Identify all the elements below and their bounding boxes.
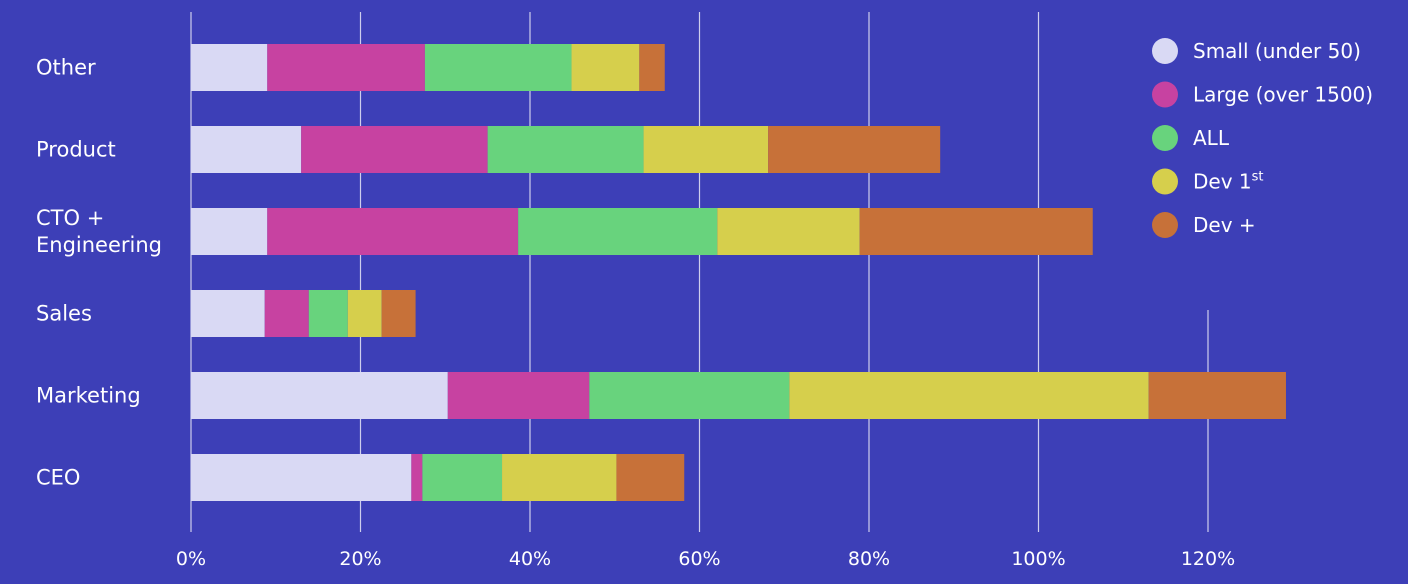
bar-marketing-series-2 [589, 372, 790, 419]
bar-product-series-4 [768, 126, 941, 173]
legend-entry: Dev + [1193, 213, 1256, 237]
bar-product-series-3 [643, 126, 769, 173]
bar-other-series-3 [571, 44, 640, 91]
bar-cto-engineering-series-3 [717, 208, 860, 255]
legend-swatch [1152, 168, 1178, 195]
bar-marketing-series-1 [447, 372, 590, 419]
bars [191, 44, 1286, 501]
bar-cto-engineering-series-0 [191, 208, 268, 255]
bar-cto-engineering-series-1 [267, 208, 519, 255]
bar-product-series-1 [301, 126, 488, 173]
bar-other-series-2 [424, 44, 572, 91]
bar-ceo-series-3 [502, 454, 617, 501]
x-tick-label: 120% [1181, 548, 1235, 570]
legend-entry: ALL [1193, 126, 1230, 150]
legend-entry: Small (under 50) [1193, 39, 1361, 63]
bar-marketing-series-0 [191, 372, 448, 419]
legend-swatch [1152, 212, 1178, 238]
bar-sales-series-0 [191, 290, 265, 337]
bar-ceo-series-0 [191, 454, 412, 501]
bar-sales-series-3 [347, 290, 382, 337]
legend-entry: Dev 1st [1193, 170, 1264, 194]
x-tick-label: 100% [1011, 548, 1065, 570]
x-tick-label: 20% [339, 548, 381, 570]
category-label: CEO [36, 466, 80, 490]
bar-ceo-series-2 [422, 454, 503, 501]
category-label: Other [36, 56, 96, 80]
x-tick-label: 0% [176, 548, 206, 570]
bar-sales-series-1 [264, 290, 309, 337]
bar-product-series-0 [191, 126, 302, 173]
gridlines [190, 12, 1209, 532]
bar-other-series-0 [191, 44, 268, 91]
bar-sales-series-4 [381, 290, 416, 337]
legend-swatch [1152, 38, 1178, 64]
category-label: CTO + Engineering [36, 206, 162, 257]
bar-cto-engineering-series-2 [518, 208, 718, 255]
bar-cto-engineering-series-4 [859, 208, 1093, 255]
bar-other-series-4 [639, 44, 665, 91]
legend: Small (under 50) Large (over 1500) ALL Dev … [1152, 38, 1373, 238]
x-axis-tick-labels: 0% 20% 40% 60% 80% 100% 120% [176, 548, 1235, 570]
x-tick-label: 60% [678, 548, 720, 570]
category-label: Marketing [36, 384, 141, 408]
bar-ceo-series-4 [616, 454, 685, 501]
x-tick-label: 80% [848, 548, 890, 570]
bar-sales-series-2 [308, 290, 348, 337]
category-labels: Other Product CTO + Engineering Sales Marketi… [36, 56, 162, 490]
bar-product-series-2 [487, 126, 644, 173]
legend-entry: Large (over 1500) [1193, 83, 1373, 107]
legend-swatch [1152, 125, 1178, 151]
x-tick-label: 40% [509, 548, 551, 570]
category-label: Sales [36, 302, 92, 326]
bar-marketing-series-4 [1148, 372, 1286, 419]
bar-ceo-series-1 [411, 454, 423, 501]
category-label: Product [36, 138, 116, 162]
legend-swatch [1152, 81, 1178, 108]
bar-other-series-1 [267, 44, 425, 91]
bar-marketing-series-3 [789, 372, 1149, 419]
